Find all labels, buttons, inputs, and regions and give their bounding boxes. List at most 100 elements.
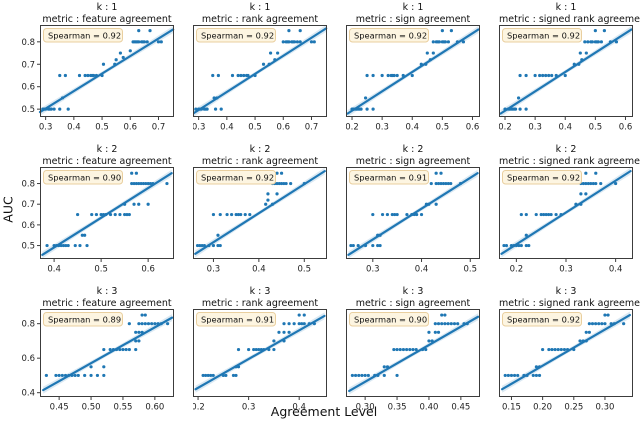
data-point	[282, 330, 286, 334]
data-point	[556, 347, 560, 352]
y-tick-label: 0.7	[21, 60, 35, 70]
data-point	[373, 373, 377, 378]
x-tick-label: 0.2	[193, 403, 205, 413]
data-point	[541, 73, 545, 78]
data-point	[424, 202, 428, 206]
data-point	[287, 322, 291, 326]
data-point	[446, 40, 450, 44]
data-point	[544, 73, 548, 78]
subplot-title: k : 2 metric : rank agreement	[193, 144, 327, 167]
data-point	[141, 181, 146, 186]
x-tick-label: 0.3	[375, 123, 389, 133]
axes-spines	[499, 309, 633, 397]
y-tick-label: 0.8	[21, 38, 35, 48]
data-point	[534, 365, 538, 369]
data-point	[524, 107, 528, 111]
data-point	[584, 192, 588, 196]
data-point	[67, 373, 71, 378]
y-tick-label: 0.5	[21, 105, 35, 115]
data-point	[465, 322, 469, 326]
data-point	[89, 365, 93, 369]
spearman-annotation-box	[349, 312, 429, 327]
x-tick-label: 0.6	[619, 123, 633, 133]
data-point	[446, 181, 450, 186]
data-point	[405, 212, 409, 217]
data-point	[412, 212, 416, 217]
data-point	[578, 51, 582, 55]
subplot-row-2: k : 2 metric : feature agreement 0.4 0.5 0.6…	[14, 144, 640, 275]
data-point	[292, 40, 297, 44]
data-point	[257, 347, 261, 352]
data-point	[309, 40, 314, 44]
x-tick-label: 0.45	[451, 403, 470, 413]
data-point	[439, 171, 443, 175]
data-point	[525, 373, 529, 378]
y-tick-label: 0.6	[21, 83, 35, 93]
x-tick-label: 0.3	[559, 265, 573, 275]
data-point	[124, 347, 128, 352]
data-point	[366, 373, 370, 378]
data-point	[252, 347, 256, 352]
data-point	[297, 322, 301, 326]
data-point	[395, 212, 399, 217]
data-point	[538, 73, 542, 78]
data-point	[195, 243, 200, 248]
data-point	[211, 373, 215, 378]
data-point	[114, 347, 119, 352]
data-point	[559, 347, 563, 352]
regression-line	[194, 170, 326, 255]
subplot-row-1: k : 1 metric : feature agreement 0.3 0.4 0.5…	[14, 2, 640, 133]
data-point	[78, 243, 82, 248]
data-point	[92, 73, 96, 78]
data-point	[574, 202, 578, 206]
subplot-title-metric: metric : feature agreement	[42, 297, 172, 309]
data-point	[248, 212, 252, 217]
data-point	[440, 313, 444, 317]
data-point	[202, 243, 206, 248]
data-point	[357, 373, 361, 378]
data-point	[584, 330, 588, 334]
data-point	[599, 40, 603, 44]
data-point	[589, 181, 593, 186]
data-point	[145, 40, 149, 44]
data-point	[287, 40, 291, 44]
data-point	[449, 29, 453, 33]
subplot-r2c1: k : 2 metric : feature agreement 0.4 0.5 0.6…	[14, 144, 174, 275]
subplot-title: k : 1 metric : rank agreement	[193, 2, 327, 25]
data-point	[419, 62, 423, 66]
data-point	[298, 29, 302, 33]
data-point	[579, 192, 583, 196]
subplot-r1c1: k : 1 metric : feature agreement 0.3 0.4 0.5…	[14, 2, 175, 133]
data-point	[76, 373, 80, 378]
x-tick-label: 0.2	[510, 265, 524, 275]
data-point	[281, 40, 285, 44]
data-point	[537, 373, 542, 378]
data-point	[428, 58, 432, 62]
x-axis-label: Agreement Level	[270, 404, 378, 419]
x-tick-label: 0.6	[277, 123, 291, 133]
data-point	[584, 181, 588, 186]
x-tick-label: 0.55	[113, 403, 132, 413]
data-point	[365, 107, 369, 111]
data-point	[63, 73, 67, 78]
data-point	[427, 330, 431, 334]
data-point	[148, 29, 152, 33]
data-point	[137, 322, 141, 326]
data-point	[277, 330, 281, 334]
data-point	[514, 243, 518, 248]
spearman-annotation-text: Spearman = 0.92	[201, 31, 274, 41]
data-point	[57, 373, 61, 378]
data-point	[230, 212, 234, 217]
data-point	[509, 243, 514, 248]
data-point	[446, 322, 450, 326]
subplot-title: k : 2 metric : sign agreement	[346, 144, 480, 167]
data-point	[519, 243, 523, 248]
data-point	[596, 40, 600, 44]
subplot-title-metric: metric : feature agreement	[42, 13, 172, 25]
data-point	[153, 322, 157, 326]
data-point	[312, 40, 316, 44]
data-point	[272, 339, 276, 343]
data-point	[230, 73, 235, 78]
data-point	[139, 181, 143, 186]
x-tick-label: 0.5	[94, 265, 108, 275]
